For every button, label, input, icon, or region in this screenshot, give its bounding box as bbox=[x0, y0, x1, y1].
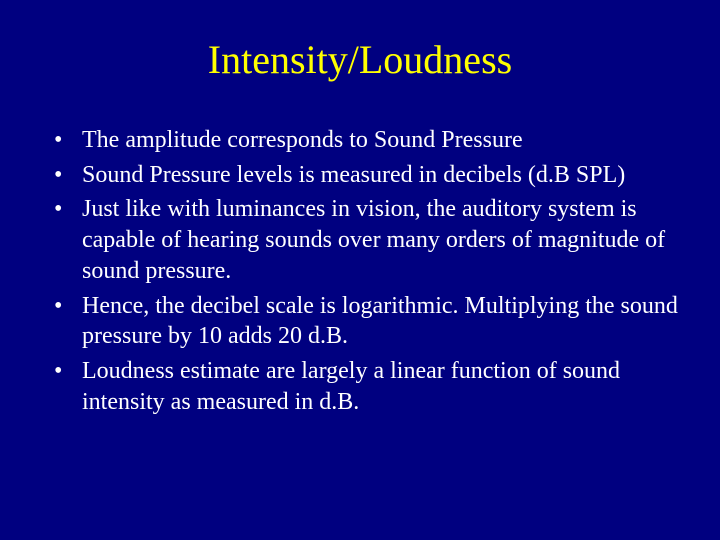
bullet-item: Just like with luminances in vision, the… bbox=[54, 194, 684, 286]
bullet-item: Loudness estimate are largely a linear f… bbox=[54, 356, 684, 417]
slide-title: Intensity/Loudness bbox=[36, 36, 684, 83]
bullet-list: The amplitude corresponds to Sound Press… bbox=[36, 125, 684, 417]
bullet-item: The amplitude corresponds to Sound Press… bbox=[54, 125, 684, 156]
bullet-item: Hence, the decibel scale is logarithmic.… bbox=[54, 291, 684, 352]
bullet-item: Sound Pressure levels is measured in dec… bbox=[54, 160, 684, 191]
